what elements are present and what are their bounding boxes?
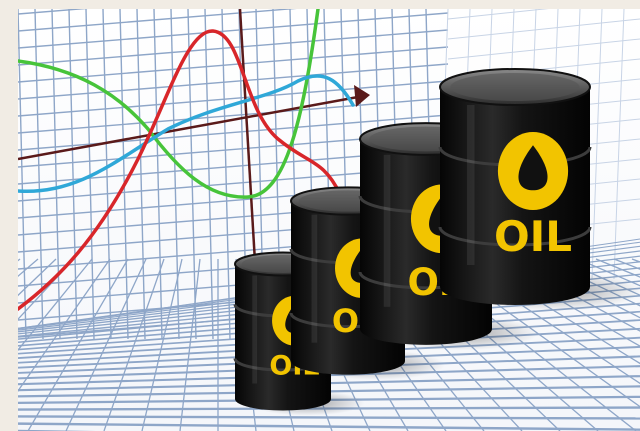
grid-line <box>18 80 449 117</box>
floor-line <box>27 258 129 431</box>
floor-line <box>18 258 111 393</box>
barrel-label: OIL <box>494 212 572 261</box>
grid-line <box>18 46 449 83</box>
grid-line <box>18 9 27 340</box>
floor-line <box>18 422 640 431</box>
photo: OILOILOILOIL <box>18 9 640 431</box>
grid-line <box>68 9 78 340</box>
floor-line <box>18 415 640 420</box>
floor-line <box>141 258 183 431</box>
floor-line <box>18 258 93 351</box>
grid-line <box>18 63 449 100</box>
floor-line <box>18 258 75 321</box>
oil-barrels-illustration: OILOILOILOIL <box>18 9 640 431</box>
grid-line <box>102 9 112 340</box>
grid-line <box>153 9 163 340</box>
blue-line <box>18 74 355 194</box>
red-line <box>18 29 342 311</box>
grid-line <box>18 114 449 151</box>
chart-lines <box>18 9 355 311</box>
grid-line <box>591 9 603 280</box>
grid-line <box>170 9 180 340</box>
floor-line <box>18 258 57 297</box>
oil-drop-icon <box>518 145 548 191</box>
grid-line <box>51 9 61 340</box>
grid-line <box>18 12 449 49</box>
grid-line <box>204 9 214 340</box>
grid-line <box>187 9 197 340</box>
grid-line <box>18 9 297 32</box>
barrel-group: OILOILOILOIL <box>233 68 640 416</box>
grid-line <box>447 18 640 40</box>
grid-line <box>613 9 625 280</box>
oil-barrel: OIL <box>438 68 640 311</box>
grid-line <box>447 38 640 60</box>
floor-line <box>65 258 147 431</box>
grid-line <box>119 9 129 340</box>
axis-arrow-icon <box>354 85 370 107</box>
grid-line <box>447 9 549 20</box>
grid-line <box>221 9 231 340</box>
green-line <box>18 9 320 199</box>
grid-line <box>18 97 449 134</box>
floor-line <box>179 258 201 431</box>
floor-line <box>103 258 165 431</box>
